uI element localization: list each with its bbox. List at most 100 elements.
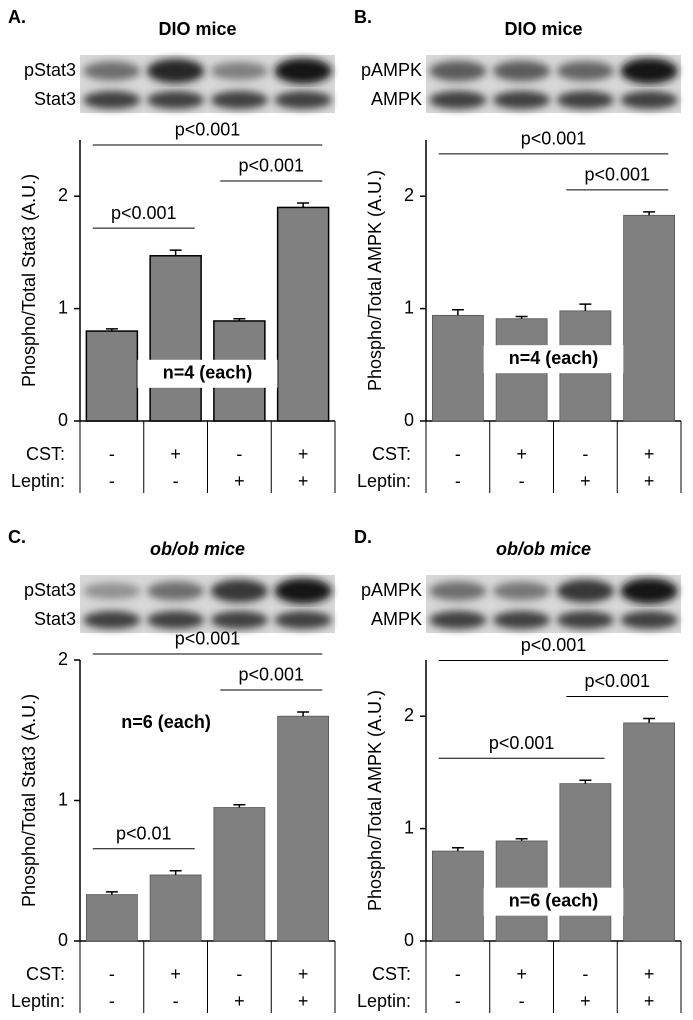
condition-label: CST: xyxy=(372,964,411,984)
blot-band xyxy=(492,60,551,82)
condition-mark: - xyxy=(519,471,525,491)
blot-band xyxy=(556,579,615,603)
blot-band xyxy=(146,90,205,110)
significance-label: p<0.001 xyxy=(489,733,555,753)
blot-label: Stat3 xyxy=(34,609,76,629)
blot-label: pAMPK xyxy=(361,580,422,600)
condition-label: Leptin: xyxy=(357,991,411,1011)
bar xyxy=(276,206,330,422)
bar xyxy=(85,330,139,422)
blot-band xyxy=(146,58,205,84)
error-bar xyxy=(451,846,464,852)
condition-label: Leptin: xyxy=(11,991,65,1011)
bar xyxy=(431,850,484,942)
y-axis-label: Phospho/Total Stat3 (A.U.) xyxy=(19,694,39,907)
y-tick-label: 0 xyxy=(404,410,414,430)
sample-size-note: n=6 (each) xyxy=(509,890,599,910)
bar xyxy=(623,214,676,422)
error-bar xyxy=(105,328,118,332)
blot-band xyxy=(210,579,269,603)
bar xyxy=(431,314,484,422)
bar xyxy=(149,874,202,942)
error-bar xyxy=(579,779,592,784)
condition-mark: + xyxy=(298,991,309,1011)
blot-band xyxy=(429,581,487,601)
blot-band xyxy=(620,610,678,630)
significance-label: p<0.001 xyxy=(175,120,241,140)
condition-mark: - xyxy=(519,991,525,1011)
blot-band xyxy=(210,62,269,80)
blot-band xyxy=(83,61,141,81)
condition-mark: - xyxy=(236,964,242,984)
y-tick-label: 1 xyxy=(58,789,68,809)
panel-label: B. xyxy=(354,7,372,27)
note-background xyxy=(483,345,624,374)
condition-mark: + xyxy=(234,471,245,491)
bar xyxy=(559,783,612,942)
error-bar xyxy=(643,211,656,216)
panel: D. ob/ob mice pAMPK AMPK 0 1 2 Phospho/Total AM… xyxy=(354,527,682,1013)
blot-band xyxy=(620,90,678,110)
condition-mark: - xyxy=(109,471,115,491)
blot-band xyxy=(429,90,487,110)
condition-mark: - xyxy=(455,964,461,984)
blot-label: pStat3 xyxy=(24,60,76,80)
y-axis-label: Phospho/Total AMPK (A.U.) xyxy=(365,170,385,391)
blot-band xyxy=(492,90,551,110)
blot-band xyxy=(429,610,487,630)
condition-mark: + xyxy=(644,471,655,491)
condition-mark: - xyxy=(582,964,588,984)
blot-band xyxy=(274,578,332,604)
significance-label: p<0.001 xyxy=(521,129,587,149)
condition-mark: + xyxy=(580,471,591,491)
condition-mark: + xyxy=(170,444,181,464)
error-bar xyxy=(515,315,528,319)
note-background xyxy=(483,887,624,916)
blot-band xyxy=(210,610,269,630)
y-axis-label: Phospho/Total Stat3 (A.U.) xyxy=(19,174,39,387)
panel-label: A. xyxy=(8,7,26,27)
blot-label: pStat3 xyxy=(24,580,76,600)
condition-label: CST: xyxy=(26,964,65,984)
sample-size-note: n=4 (each) xyxy=(163,363,253,383)
chart-title: ob/ob mice xyxy=(150,539,245,559)
error-bar xyxy=(297,202,310,208)
blot-band xyxy=(83,582,141,600)
panel: A. DIO mice pStat3 Stat3 0 1 2 Phospho/Total St… xyxy=(8,7,336,493)
bar xyxy=(149,255,202,422)
sample-size-note: n=6 (each) xyxy=(121,712,211,732)
error-bar xyxy=(297,711,310,717)
panel-label: C. xyxy=(8,527,26,547)
chart-title: DIO mice xyxy=(504,19,582,39)
blot-band xyxy=(620,578,678,604)
error-bar xyxy=(105,891,118,895)
condition-mark: + xyxy=(516,964,527,984)
blot-band xyxy=(210,90,269,110)
condition-label: Leptin: xyxy=(11,471,65,491)
condition-mark: + xyxy=(298,444,309,464)
y-tick-label: 2 xyxy=(404,705,414,725)
blot-band xyxy=(556,61,615,81)
error-bar xyxy=(643,717,656,723)
error-bar xyxy=(579,303,592,311)
y-tick-label: 0 xyxy=(58,930,68,950)
note-background xyxy=(96,709,237,738)
bar xyxy=(85,894,138,942)
blot-band xyxy=(492,581,551,601)
blot-band xyxy=(146,610,205,630)
significance-label: p<0.001 xyxy=(584,165,650,185)
condition-mark: + xyxy=(170,964,181,984)
y-tick-label: 0 xyxy=(58,410,68,430)
condition-mark: - xyxy=(109,991,115,1011)
condition-mark: + xyxy=(580,991,591,1011)
y-tick-label: 2 xyxy=(404,185,414,205)
y-tick-label: 1 xyxy=(404,817,414,837)
condition-mark: + xyxy=(234,991,245,1011)
condition-mark: + xyxy=(644,964,655,984)
significance-label: p<0.001 xyxy=(521,635,587,655)
blot-band xyxy=(274,610,332,630)
error-bar xyxy=(169,249,182,256)
sample-size-note: n=4 (each) xyxy=(509,348,599,368)
condition-mark: + xyxy=(298,964,309,984)
significance-label: p<0.001 xyxy=(175,629,241,649)
